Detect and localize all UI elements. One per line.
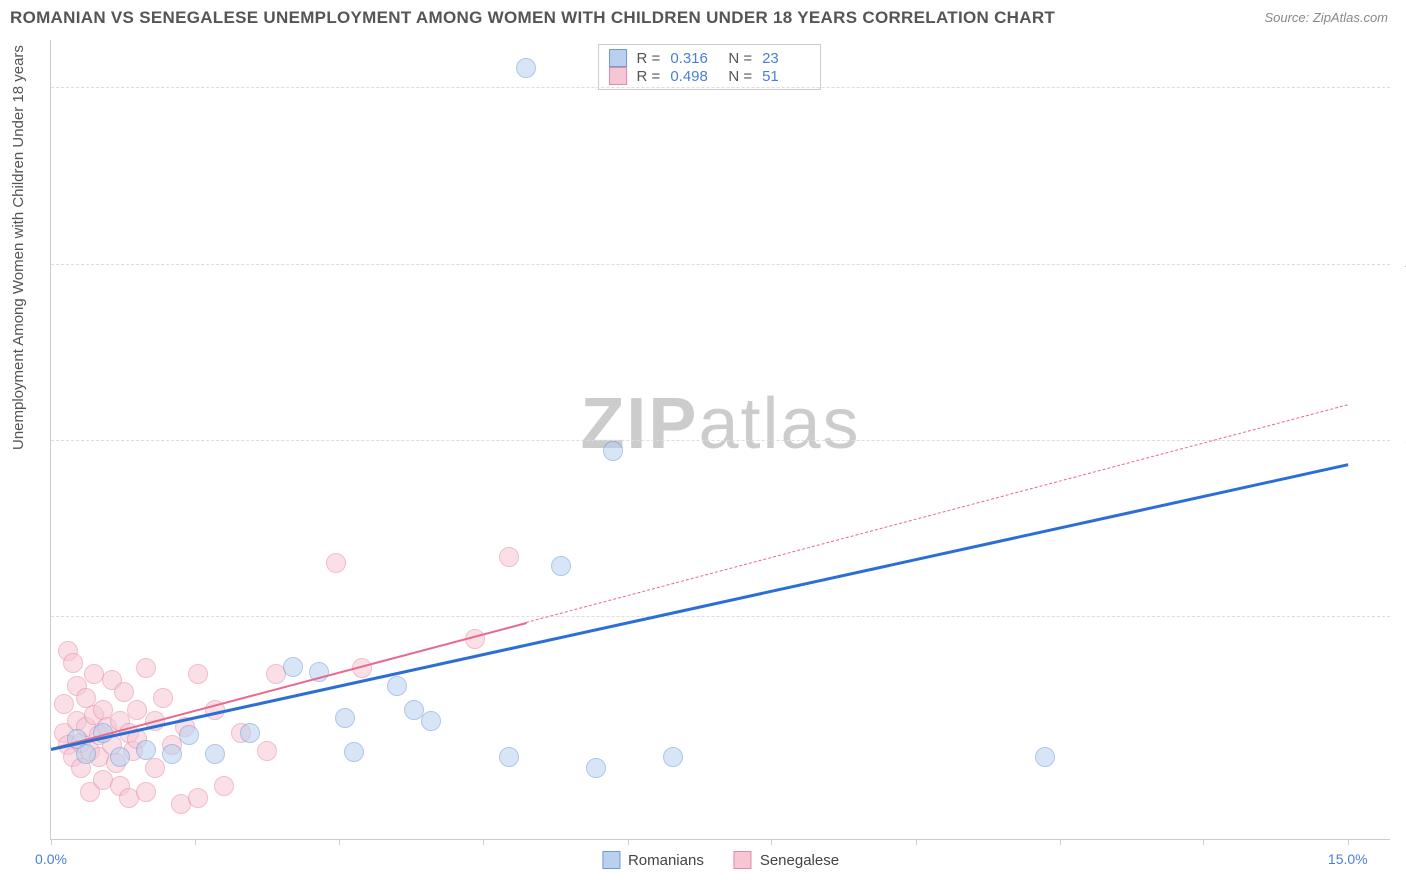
r-label: R = — [637, 68, 661, 85]
source-attribution: Source: ZipAtlas.com — [1264, 10, 1388, 25]
swatch-romanians — [609, 49, 627, 67]
series-legend: Romanians Senegalese — [602, 851, 839, 869]
x-tick — [916, 839, 917, 845]
data-point-romanians — [551, 556, 571, 576]
gridline — [51, 87, 1390, 88]
correlation-legend: R = 0.316 N = 23 R = 0.498 N = 51 — [598, 44, 822, 90]
data-point-romanians — [586, 758, 606, 778]
data-point-senegalese — [127, 700, 147, 720]
r-value-senegalese: 0.498 — [670, 68, 718, 85]
data-point-senegalese — [214, 776, 234, 796]
x-tick — [1348, 839, 1349, 845]
x-tick — [483, 839, 484, 845]
data-point-romanians — [162, 744, 182, 764]
x-tick — [628, 839, 629, 845]
data-point-romanians — [421, 711, 441, 731]
data-point-romanians — [404, 700, 424, 720]
legend-row-senegalese: R = 0.498 N = 51 — [609, 67, 811, 85]
x-tick — [1203, 839, 1204, 845]
data-point-romanians — [240, 723, 260, 743]
data-point-senegalese — [145, 758, 165, 778]
gridline — [51, 616, 1390, 617]
x-tick — [771, 839, 772, 845]
watermark-light: atlas — [698, 384, 860, 464]
data-point-romanians — [205, 744, 225, 764]
data-point-romanians — [335, 708, 355, 728]
data-point-romanians — [136, 740, 156, 760]
data-point-senegalese — [326, 553, 346, 573]
data-point-romanians — [283, 657, 303, 677]
n-value-romanians: 23 — [762, 50, 810, 67]
data-point-romanians — [663, 747, 683, 767]
data-point-romanians — [179, 725, 199, 745]
legend-label-romanians: Romanians — [628, 852, 704, 869]
data-point-senegalese — [114, 682, 134, 702]
x-tick-label: 15.0% — [1328, 851, 1368, 867]
x-tick — [51, 839, 52, 845]
data-point-romanians — [516, 58, 536, 78]
data-point-romanians — [603, 441, 623, 461]
data-point-senegalese — [63, 653, 83, 673]
x-tick — [1060, 839, 1061, 845]
data-point-romanians — [110, 747, 130, 767]
y-axis-label: Unemployment Among Women with Children U… — [10, 45, 27, 450]
r-value-romanians: 0.316 — [670, 50, 718, 67]
legend-item-romanians: Romanians — [602, 851, 704, 869]
gridline — [51, 264, 1390, 265]
data-point-senegalese — [136, 782, 156, 802]
data-point-senegalese — [188, 664, 208, 684]
x-tick — [195, 839, 196, 845]
data-point-senegalese — [153, 688, 173, 708]
trend-line — [526, 405, 1348, 624]
legend-row-romanians: R = 0.316 N = 23 — [609, 49, 811, 67]
legend-label-senegalese: Senegalese — [760, 852, 839, 869]
n-value-senegalese: 51 — [762, 68, 810, 85]
watermark-bold: ZIP — [580, 384, 698, 464]
data-point-senegalese — [257, 741, 277, 761]
x-tick-label: 0.0% — [35, 851, 67, 867]
data-point-senegalese — [93, 700, 113, 720]
data-point-senegalese — [499, 547, 519, 567]
swatch-senegalese — [734, 851, 752, 869]
data-point-romanians — [499, 747, 519, 767]
scatter-plot-area: ZIPatlas R = 0.316 N = 23 R = 0.498 N = … — [50, 40, 1390, 840]
n-label: N = — [728, 68, 752, 85]
chart-title: ROMANIAN VS SENEGALESE UNEMPLOYMENT AMON… — [10, 8, 1055, 28]
n-label: N = — [728, 50, 752, 67]
trend-line — [51, 464, 1348, 752]
data-point-romanians — [1035, 747, 1055, 767]
gridline — [51, 440, 1390, 441]
r-label: R = — [637, 50, 661, 67]
legend-item-senegalese: Senegalese — [734, 851, 839, 869]
data-point-senegalese — [136, 658, 156, 678]
swatch-romanians — [602, 851, 620, 869]
data-point-senegalese — [188, 788, 208, 808]
x-tick — [339, 839, 340, 845]
data-point-romanians — [344, 742, 364, 762]
data-point-romanians — [387, 676, 407, 696]
swatch-senegalese — [609, 67, 627, 85]
data-point-senegalese — [54, 694, 74, 714]
data-point-romanians — [76, 744, 96, 764]
